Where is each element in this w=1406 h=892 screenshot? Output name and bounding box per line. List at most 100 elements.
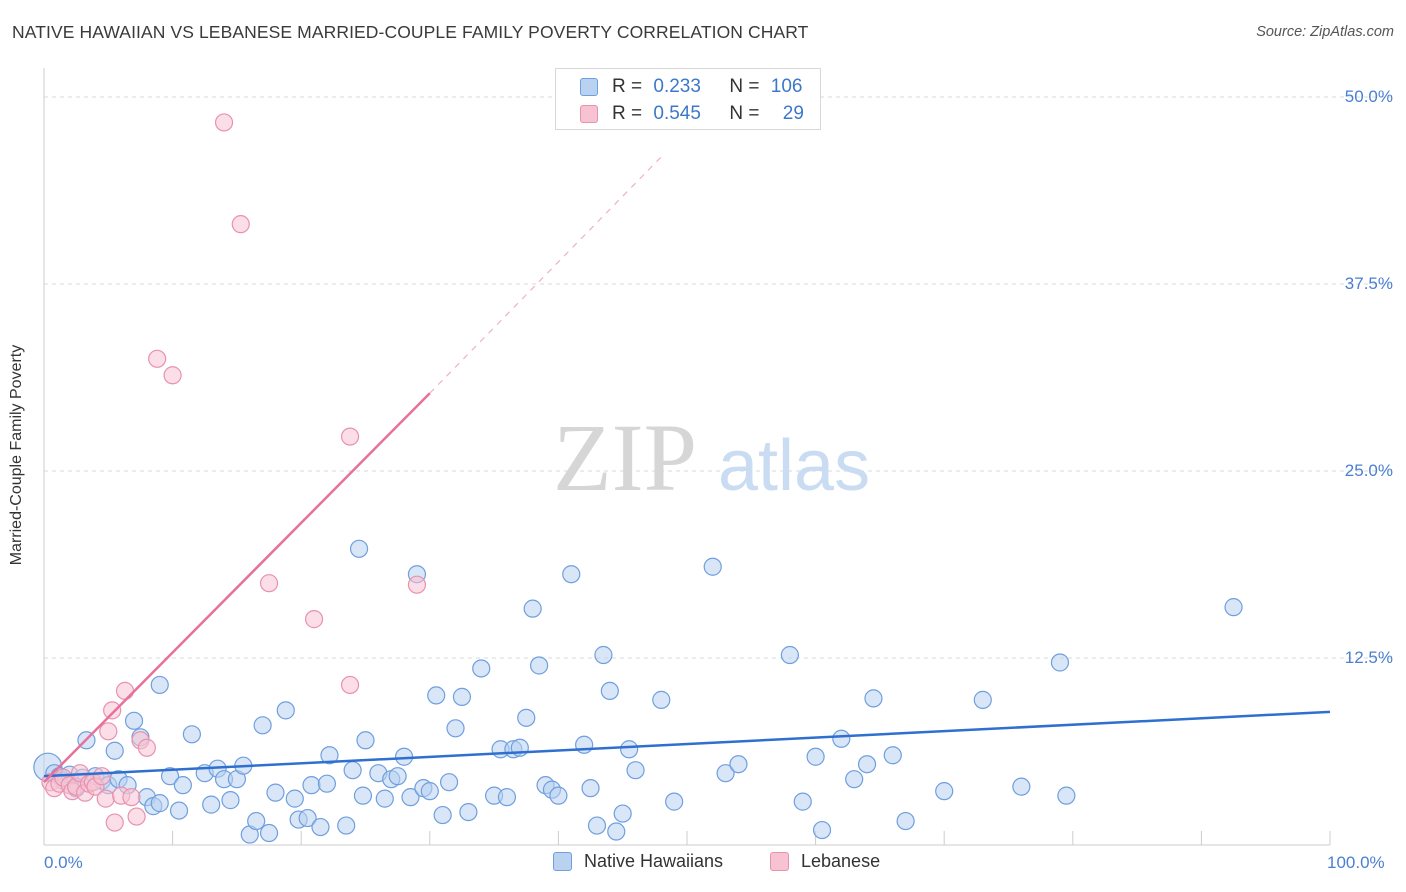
y-tick-label: 12.5% xyxy=(1344,648,1393,667)
r-label: R = xyxy=(612,76,643,97)
native-hawaiians-point xyxy=(517,708,536,727)
native-hawaiians-point xyxy=(1050,653,1070,672)
native-hawaiians-point xyxy=(150,794,169,813)
chart-title: NATIVE HAWAIIAN VS LEBANESE MARRIED-COUP… xyxy=(12,22,809,42)
lebanese-point xyxy=(99,722,118,741)
x-tick-min: 0.0% xyxy=(44,853,83,872)
lebanese-point xyxy=(340,427,360,446)
native-hawaiians-point xyxy=(729,755,748,774)
native-hawaiians-point xyxy=(530,656,549,675)
native-hawaiians-point xyxy=(652,690,671,709)
native-hawaiians-point xyxy=(594,645,613,665)
lebanese-point xyxy=(96,789,115,808)
native-hawaiians-point xyxy=(349,539,369,558)
trend-lines xyxy=(43,156,1331,784)
lebanese-point xyxy=(163,366,182,385)
native-hawaiians-point xyxy=(845,770,864,789)
legend-row-lebanese: R = 0.545 N = 29 xyxy=(556,101,804,127)
native-hawaiians-point xyxy=(388,767,407,786)
native-hawaiians-point xyxy=(311,817,330,837)
native-hawaiians-point xyxy=(864,689,883,708)
native-hawaiians-trend-line xyxy=(43,710,1331,778)
native-hawaiians-point xyxy=(320,746,339,765)
lebanese-point xyxy=(340,675,360,695)
native-hawaiians-point xyxy=(935,782,954,801)
lebanese-point xyxy=(105,813,124,832)
native-hawaiians-point xyxy=(587,816,607,835)
native-hawaiians-point xyxy=(317,774,337,793)
native-hawaiians-point xyxy=(173,776,192,795)
native-hawaiians-point xyxy=(523,599,542,618)
native-hawaiians-point xyxy=(883,746,902,765)
native-hawaiians-point xyxy=(439,773,459,792)
native-hawaiians-point xyxy=(620,740,639,759)
native-hawaiians-point xyxy=(562,565,581,584)
native-hawaiians-point xyxy=(973,690,992,709)
lebanese-point xyxy=(407,575,427,594)
lebanese-trend-extension xyxy=(429,156,662,394)
native-hawaiians-point xyxy=(182,725,201,744)
native-hawaiians-point xyxy=(343,761,362,780)
r-value-native-hawaiians: 0.233 xyxy=(653,76,701,97)
x-tick-max: 100.0% xyxy=(1327,853,1385,872)
native-hawaiians-point xyxy=(472,659,491,678)
lebanese-point xyxy=(231,215,250,234)
r-value-lebanese: 0.545 xyxy=(653,103,701,124)
native-hawaiians-point xyxy=(160,767,180,786)
lebanese-points xyxy=(41,113,427,832)
native-hawaiians-point xyxy=(375,789,394,808)
native-hawaiians-point xyxy=(276,701,295,720)
lebanese-trend-line xyxy=(43,392,431,784)
lebanese-point xyxy=(304,610,324,629)
n-label: N = xyxy=(729,76,760,97)
lebanese-legend-label: Lebanese xyxy=(801,851,881,871)
native-hawaiians-point xyxy=(665,792,684,811)
native-hawaiians-point xyxy=(337,816,356,835)
native-hawaiians-point xyxy=(575,735,594,754)
native-hawaiians-point xyxy=(353,786,373,805)
legend-native-hawaiians: Native Hawaiians xyxy=(553,851,723,872)
native-hawaiians-legend-swatch xyxy=(553,852,572,871)
native-hawaiians-point xyxy=(459,802,478,822)
y-tick-label: 37.5% xyxy=(1344,274,1393,293)
native-hawaiians-point xyxy=(169,801,189,820)
native-hawaiians-point xyxy=(285,789,304,808)
native-hawaiians-point xyxy=(549,786,568,805)
native-hawaiians-point xyxy=(1012,777,1031,796)
native-hawaiians-point xyxy=(427,686,446,705)
native-hawaiians-point xyxy=(105,741,124,760)
legend-lebanese: Lebanese xyxy=(770,851,880,872)
n-value-native-hawaiians: 106 xyxy=(770,76,803,97)
watermark-atlas: atlas xyxy=(718,426,870,506)
native-hawaiians-point xyxy=(253,716,272,735)
lebanese-point xyxy=(127,807,146,826)
watermark-zip: ZIP xyxy=(553,404,697,511)
native-hawaiians-swatch xyxy=(580,78,598,96)
native-hawaiians-point xyxy=(832,729,851,748)
y-tick-label: 25.0% xyxy=(1344,461,1393,480)
native-hawaiians-point xyxy=(266,783,285,802)
native-hawaiians-point xyxy=(446,719,465,738)
lebanese-point xyxy=(115,681,135,701)
source-label: Source: ZipAtlas.com xyxy=(1256,24,1394,40)
y-tick-label: 50.0% xyxy=(1344,87,1393,106)
n-label: N = xyxy=(729,103,760,124)
native-hawaiians-point xyxy=(613,804,632,823)
axes xyxy=(43,68,1331,846)
native-hawaiians-point xyxy=(857,755,877,774)
lebanese-point xyxy=(137,738,156,757)
native-hawaiians-point xyxy=(150,675,169,695)
legend-row-native-hawaiians: R = 0.233 N = 106 xyxy=(556,74,802,100)
lebanese-swatch xyxy=(580,105,598,123)
native-hawaiians-point xyxy=(124,711,144,730)
native-hawaiians-point xyxy=(420,782,439,801)
native-hawaiians-point xyxy=(401,788,420,807)
r-label: R = xyxy=(612,103,643,124)
native-hawaiians-point xyxy=(1057,786,1076,805)
native-hawaiians-legend-label: Native Hawaiians xyxy=(584,851,724,871)
native-hawaiians-point xyxy=(626,761,645,780)
lebanese-point xyxy=(259,574,279,593)
grid-lines xyxy=(44,96,1392,659)
native-hawaiians-point xyxy=(302,776,321,795)
